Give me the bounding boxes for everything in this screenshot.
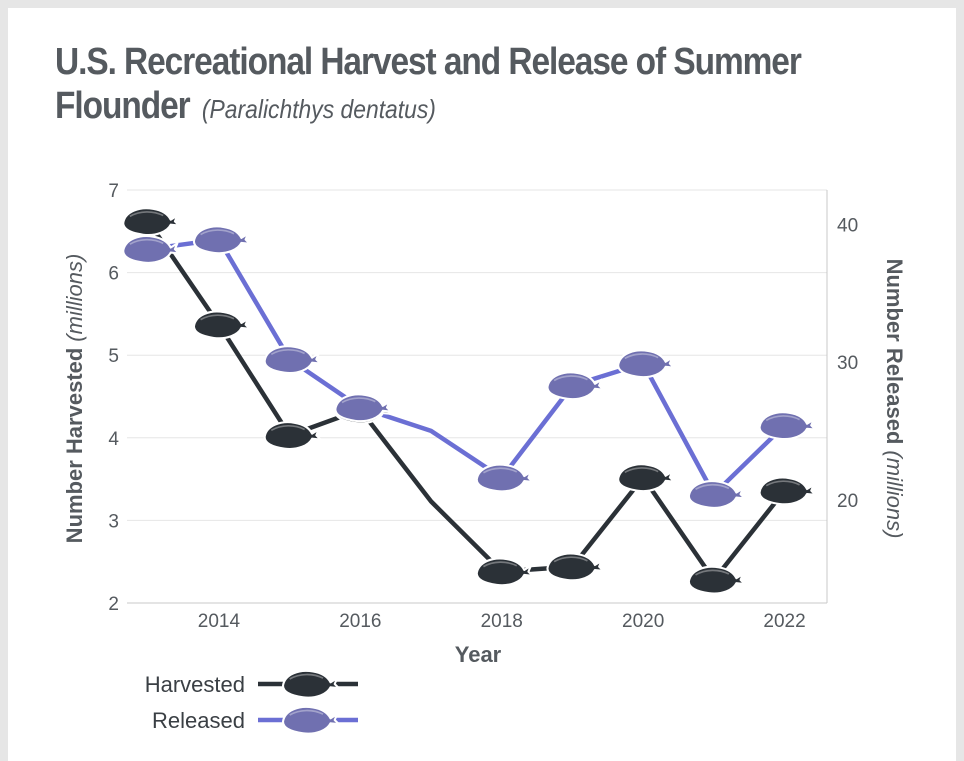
left-tick-label: 3	[108, 511, 119, 532]
title-main: U.S. Recreational Harvest and Release of…	[55, 41, 802, 127]
plot-background	[127, 190, 827, 603]
right-axis-title-main: Number Released	[882, 259, 907, 445]
legend: Harvested Released	[145, 669, 358, 735]
left-tick-label: 6	[108, 264, 119, 285]
x-tick-label: 2014	[198, 611, 241, 632]
left-tick-label: 7	[108, 181, 119, 202]
left-axis-title-main: Number Harvested	[62, 348, 87, 544]
right-tick-label: 40	[837, 215, 858, 236]
plot-area: 2 3 4 5 6 7 20 30 40 2014 2016 2018 2020 2022 Year Numb…	[62, 181, 907, 667]
left-axis-title: Number Harvested (millions)	[62, 254, 87, 544]
left-tick-label: 5	[108, 346, 119, 367]
x-axis-title: Year	[455, 642, 502, 667]
harvested-series-line	[145, 219, 787, 583]
x-tick-label: 2022	[763, 611, 805, 632]
right-tick-label: 30	[837, 353, 858, 374]
legend-flounder-icon-harvested	[281, 669, 340, 699]
left-axis-title-unit: (millions)	[62, 254, 87, 342]
legend-label-harvested: Harvested	[145, 672, 245, 697]
legend-label-released: Released	[152, 708, 245, 733]
x-tick-label: 2018	[481, 611, 523, 632]
x-tick-label: 2016	[339, 611, 381, 632]
left-tick-label: 4	[108, 429, 119, 450]
chart-title: U.S. Recreational Harvest and Release of…	[55, 40, 855, 131]
right-axis-title-unit: (millions)	[882, 450, 907, 538]
left-tick-label: 2	[108, 594, 119, 615]
released-series-line	[145, 237, 787, 497]
right-tick-label: 20	[837, 491, 858, 512]
right-axis-title: Number Released (millions)	[882, 259, 907, 539]
title-subtitle: (Paralichthys dentatus)	[201, 94, 436, 124]
x-tick-label: 2020	[622, 611, 664, 632]
legend-flounder-icon-released	[281, 705, 340, 735]
